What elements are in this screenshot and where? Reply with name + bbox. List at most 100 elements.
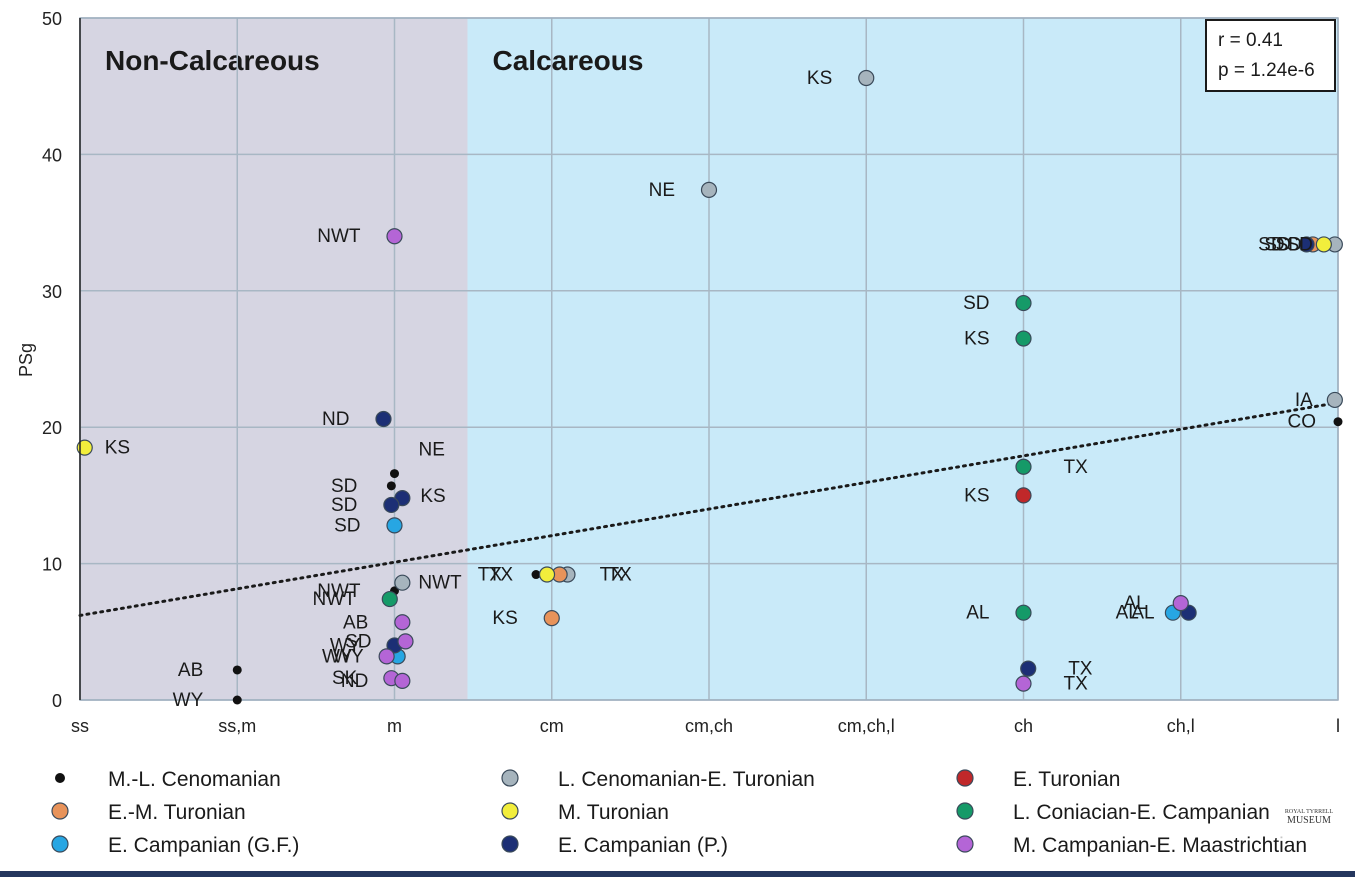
point-label: NWT bbox=[418, 573, 462, 594]
y-tick-label: 40 bbox=[42, 145, 62, 165]
point-label: SD bbox=[334, 515, 360, 536]
data-point[interactable] bbox=[232, 695, 242, 705]
point-label: TX bbox=[607, 565, 632, 586]
data-point[interactable] bbox=[1015, 487, 1032, 504]
data-point[interactable] bbox=[397, 633, 414, 650]
point-label: SD bbox=[963, 293, 989, 314]
data-point[interactable] bbox=[858, 69, 875, 87]
point-label: AB bbox=[178, 660, 203, 681]
point-label: TX bbox=[600, 565, 625, 586]
legend-label: M.-L. Cenomanian bbox=[108, 768, 281, 791]
point-label: SK bbox=[332, 668, 358, 689]
data-point[interactable] bbox=[1015, 330, 1032, 347]
point-label: SD bbox=[1264, 234, 1290, 255]
museum-watermark: ROYAL TYRRELL MUSEUM bbox=[1280, 795, 1338, 841]
point-label: KS bbox=[807, 68, 832, 89]
data-point[interactable] bbox=[538, 566, 556, 583]
legend-label: L. Cenomanian-E. Turonian bbox=[558, 768, 815, 791]
data-point[interactable] bbox=[381, 590, 398, 608]
legend-marker bbox=[956, 835, 974, 853]
legend-label: E.-M. Turonian bbox=[108, 801, 246, 824]
point-label: WY bbox=[173, 690, 204, 711]
data-point[interactable] bbox=[232, 665, 242, 675]
legend-label: E. Campanian (G.F.) bbox=[108, 834, 299, 857]
legend-marker bbox=[501, 835, 519, 853]
point-label: TX bbox=[1064, 674, 1089, 695]
data-point[interactable] bbox=[1015, 604, 1032, 621]
data-point[interactable] bbox=[1172, 595, 1189, 612]
y-tick-label: 30 bbox=[42, 282, 62, 302]
stats-p-value: p = 1.24e-6 bbox=[1218, 60, 1315, 81]
point-label: TX bbox=[1064, 457, 1089, 478]
point-label: AB bbox=[343, 612, 368, 633]
legend-marker bbox=[956, 802, 974, 820]
legend-label: M. Campanian-E. Maastrichtian bbox=[1013, 834, 1307, 857]
y-tick-label: 10 bbox=[42, 555, 62, 575]
point-label: IA bbox=[1295, 390, 1313, 411]
legend-label: M. Turonian bbox=[558, 801, 669, 824]
data-point[interactable] bbox=[1020, 660, 1037, 677]
point-label: TX bbox=[478, 565, 503, 586]
region-calcareous-area bbox=[467, 18, 1338, 700]
legend-label: E. Campanian (P.) bbox=[558, 834, 728, 857]
y-tick-label: 20 bbox=[42, 418, 62, 438]
point-label: KS bbox=[420, 486, 445, 507]
point-label: NWT bbox=[317, 581, 361, 602]
data-point[interactable] bbox=[394, 574, 411, 591]
data-point[interactable] bbox=[1326, 391, 1343, 409]
point-label: SD bbox=[331, 495, 357, 516]
legend-marker bbox=[51, 802, 69, 820]
y-tick-label: 0 bbox=[52, 691, 62, 711]
point-label: KS bbox=[105, 438, 130, 459]
x-tick-label: ch,l bbox=[1167, 716, 1195, 736]
data-point[interactable] bbox=[1315, 236, 1332, 253]
data-point[interactable] bbox=[531, 570, 541, 580]
stats-box bbox=[1205, 19, 1336, 92]
legend-label: L. Coniacian-E. Campanian bbox=[1013, 801, 1270, 824]
y-tick-label: 50 bbox=[42, 9, 62, 29]
data-point[interactable] bbox=[700, 181, 718, 198]
data-point[interactable] bbox=[1015, 294, 1032, 312]
x-tick-label: cm bbox=[540, 716, 564, 736]
data-point[interactable] bbox=[1298, 236, 1315, 253]
point-label: KS bbox=[964, 329, 989, 350]
data-point[interactable] bbox=[386, 517, 403, 534]
data-point[interactable] bbox=[386, 228, 403, 245]
data-point[interactable] bbox=[383, 496, 400, 514]
legend-marker bbox=[956, 769, 974, 787]
data-point[interactable] bbox=[375, 410, 392, 428]
legend-marker bbox=[55, 773, 65, 783]
region-label: Calcareous bbox=[493, 45, 644, 76]
x-tick-label: cm,ch,l bbox=[838, 716, 895, 736]
data-point[interactable] bbox=[386, 481, 396, 491]
data-point[interactable] bbox=[394, 614, 411, 631]
point-label: NWT bbox=[313, 589, 357, 610]
data-point[interactable] bbox=[1333, 417, 1343, 427]
region-non-calcareous-area bbox=[80, 18, 468, 700]
data-point[interactable] bbox=[1015, 675, 1032, 692]
point-label: TX bbox=[1068, 659, 1093, 680]
data-point[interactable] bbox=[394, 672, 411, 690]
data-point[interactable] bbox=[390, 469, 399, 479]
data-point[interactable] bbox=[378, 648, 395, 665]
legend-label: E. Turonian bbox=[1013, 768, 1120, 791]
y-axis-title: PSg bbox=[16, 343, 36, 377]
point-label: AL bbox=[1116, 603, 1139, 624]
point-label: AL bbox=[1131, 603, 1154, 624]
stats-r-value: r = 0.41 bbox=[1218, 30, 1283, 51]
legend-marker bbox=[501, 802, 519, 820]
data-point[interactable] bbox=[543, 610, 560, 627]
region-label: Non-Calcareous bbox=[105, 45, 320, 76]
point-label: SD bbox=[331, 476, 357, 497]
x-tick-label: ss bbox=[71, 716, 89, 736]
data-point[interactable] bbox=[1015, 458, 1032, 475]
point-label: TX bbox=[489, 565, 514, 586]
x-tick-label: cm,ch bbox=[685, 716, 733, 736]
legend-marker bbox=[51, 835, 69, 853]
point-label: AL bbox=[966, 603, 989, 624]
data-point[interactable] bbox=[76, 439, 93, 456]
point-label: NE bbox=[419, 440, 445, 461]
point-label: ND bbox=[322, 409, 349, 430]
